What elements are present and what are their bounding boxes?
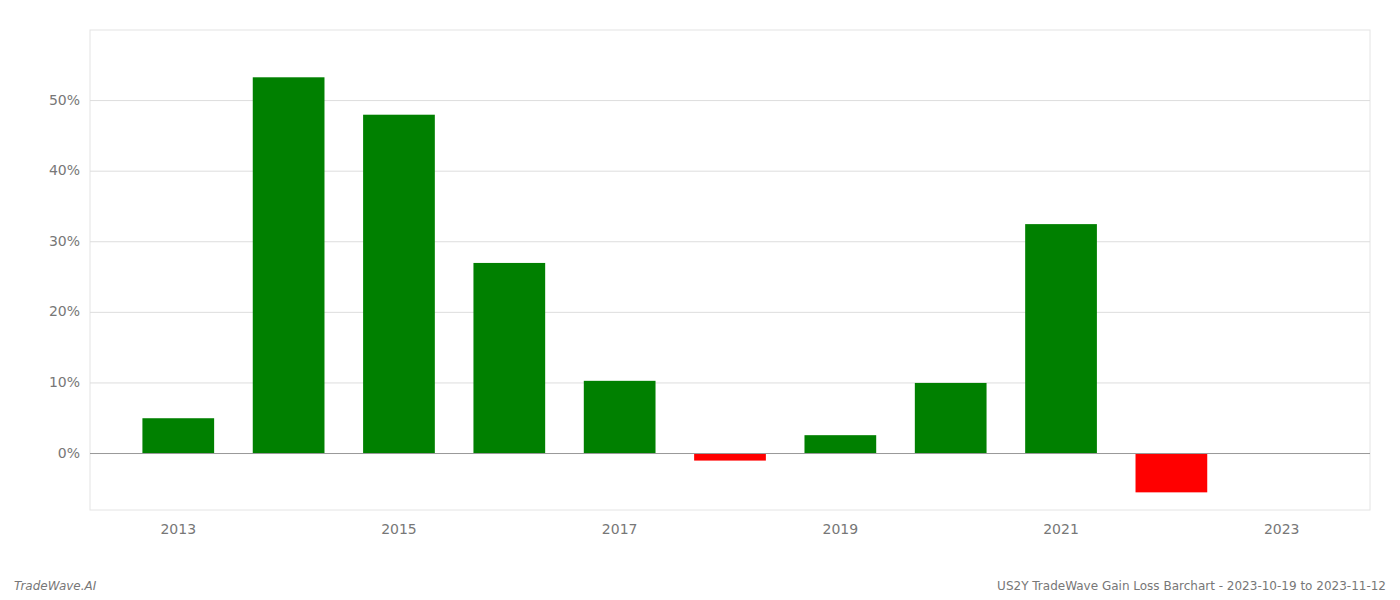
x-axis: 2013 2015 2017 2019 2021 2023 xyxy=(160,521,1299,537)
bars xyxy=(142,77,1207,492)
bar xyxy=(1136,454,1208,493)
x-tick-label: 2021 xyxy=(1043,521,1079,537)
y-tick-label: 30% xyxy=(49,233,80,249)
chart-svg: 0% 10% 20% 30% 40% 50% 2013 2015 2017 2019 2021 202… xyxy=(0,0,1400,600)
bar xyxy=(915,383,987,454)
y-axis: 0% 10% 20% 30% 40% 50% xyxy=(49,92,80,461)
y-tick-label: 40% xyxy=(49,162,80,178)
footer-text: US2Y TradeWave Gain Loss Barchart - 2023… xyxy=(997,579,1386,593)
chart-container: 0% 10% 20% 30% 40% 50% 2013 2015 2017 2019 2021 202… xyxy=(0,0,1400,600)
x-tick-label: 2023 xyxy=(1264,521,1300,537)
grid-line xyxy=(90,453,1370,454)
footer-text: TradeWave.AI xyxy=(14,579,97,593)
x-tick-label: 2013 xyxy=(160,521,196,537)
bar xyxy=(694,454,766,461)
bar xyxy=(804,435,876,453)
bar xyxy=(1025,224,1097,453)
bar xyxy=(253,77,325,453)
y-tick-label: 50% xyxy=(49,92,80,108)
x-tick-label: 2019 xyxy=(823,521,859,537)
x-tick-label: 2015 xyxy=(381,521,417,537)
x-tick-label: 2017 xyxy=(602,521,638,537)
bar xyxy=(473,263,545,454)
y-tick-label: 20% xyxy=(49,303,80,319)
bar xyxy=(142,418,214,453)
bar xyxy=(584,381,656,454)
plot-frame xyxy=(90,30,1370,510)
bar xyxy=(363,115,435,454)
y-tick-label: 10% xyxy=(49,374,80,390)
y-tick-label: 0% xyxy=(58,445,80,461)
x-axis-line xyxy=(90,453,1370,454)
